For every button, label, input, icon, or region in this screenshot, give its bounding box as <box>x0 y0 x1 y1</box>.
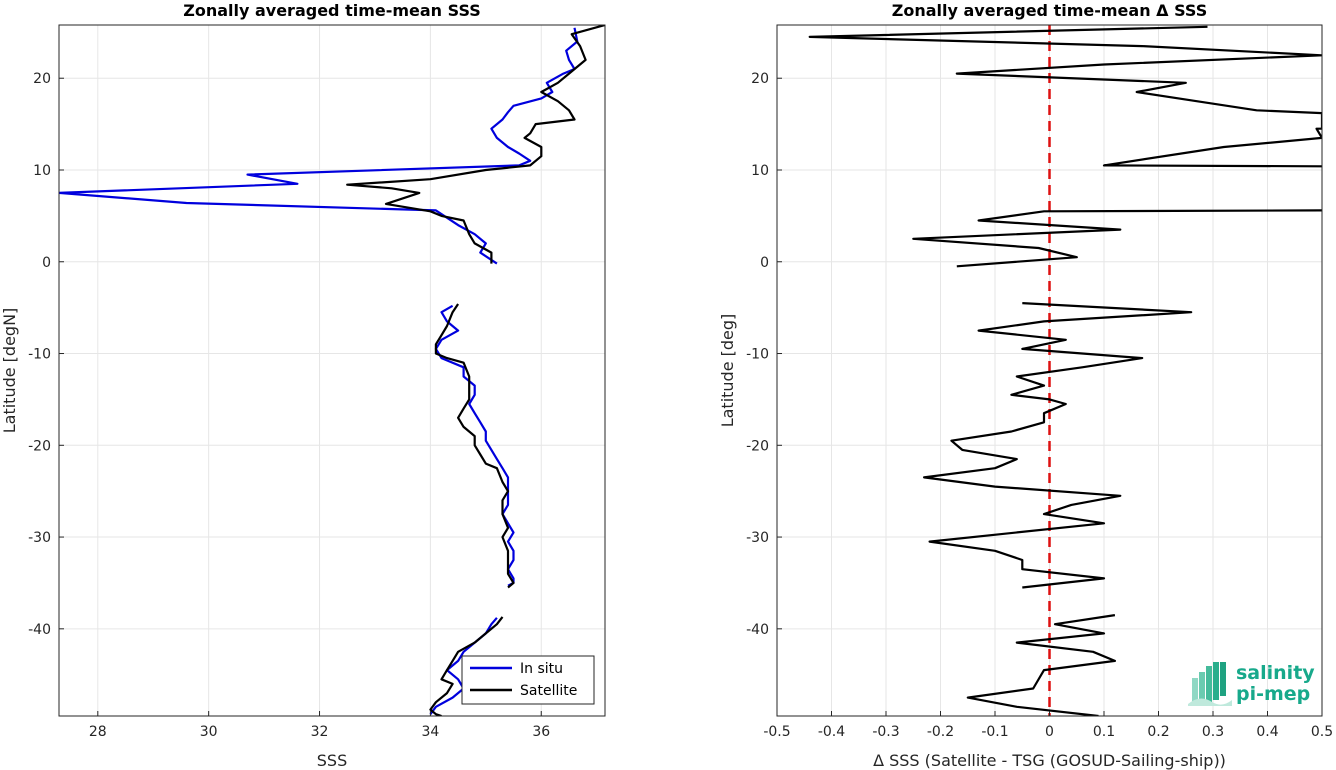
y-tick-label: 20 <box>33 71 51 87</box>
x-tick-label: -0.3 <box>872 724 899 740</box>
chart-sss: 28 30 32 34 36 -40 -30 -20 -10 0 10 20 Zonally aver… <box>0 1 606 770</box>
x-tick-label: 34 <box>421 724 439 740</box>
legend-label-satellite: Satellite <box>520 683 577 699</box>
axes-frame-sss <box>58 24 606 717</box>
series-line-in-situ-segment-2 <box>434 304 515 587</box>
x-tick-label: -0.5 <box>763 724 790 740</box>
series-layer-sss <box>59 25 605 716</box>
grid-sss <box>59 25 605 716</box>
chart-delta-sss: -0.5 -0.4 -0.3 -0.2 -0.1 0 0.1 0.2 0.3 0.4 0.5 -40 -… <box>718 1 1333 770</box>
x-tick-label: 32 <box>311 724 329 740</box>
ticks-delta-sss: -0.5 -0.4 -0.3 -0.2 -0.1 0 0.1 0.2 0.3 0.4 0.5 -40 -… <box>746 71 1333 740</box>
chart-title-sss: Zonally averaged time-mean SSS <box>183 1 481 20</box>
y-tick-label: -10 <box>28 347 51 363</box>
x-tick-label: 0 <box>1045 724 1054 740</box>
x-tick-label: -0.4 <box>818 724 845 740</box>
x-tick-label: 30 <box>200 724 218 740</box>
x-tick-label: 28 <box>89 724 107 740</box>
ticks-sss: 28 30 32 34 36 -40 -30 -20 -10 0 10 20 <box>28 71 550 740</box>
y-tick-label: -30 <box>746 530 769 546</box>
series-line-satellite-segment-3 <box>429 616 504 716</box>
logo-text-line1: salinity <box>1236 662 1315 684</box>
series-line-in-situ-segment-1 <box>59 27 579 265</box>
x-tick-label: -0.1 <box>981 724 1008 740</box>
x-tick-label: 0.1 <box>1093 724 1115 740</box>
y-tick-label: 10 <box>33 163 51 179</box>
series-line-delta-segment-4 <box>966 614 1117 716</box>
x-tick-label: -0.2 <box>927 724 954 740</box>
legend-box <box>461 655 595 705</box>
x-axis-label-delta-sss: Δ SSS (Satellite - TSG (GOSUD-Sailing-sh… <box>873 751 1226 770</box>
x-tick-label: 0.3 <box>1202 724 1224 740</box>
series-line-delta-segment-1 <box>808 25 1322 168</box>
chart-title-delta-sss: Zonally averaged time-mean Δ SSS <box>892 1 1208 20</box>
legend-label-in-situ: In situ <box>520 661 563 677</box>
logo-text-line2: pi-mep <box>1236 683 1310 705</box>
series-line-satellite-segment-1 <box>346 25 605 264</box>
y-tick-label: -30 <box>28 530 51 546</box>
y-axis-label-sss: Latitude [degN] <box>0 308 19 434</box>
salinity-pi-mep-logo: salinity pi-mep <box>1188 662 1315 706</box>
y-tick-label: -20 <box>28 438 51 454</box>
grid-delta-sss <box>776 25 1323 716</box>
series-layer-delta-sss <box>808 25 1322 716</box>
y-tick-label: 20 <box>751 71 769 87</box>
y-axis-label-delta-sss: Latitude [deg] <box>718 314 737 428</box>
y-tick-label: 0 <box>42 255 51 271</box>
y-tick-label: 0 <box>760 255 769 271</box>
series-line-delta-segment-3 <box>922 302 1193 589</box>
x-tick-label: 0.4 <box>1256 724 1278 740</box>
x-tick-label: 0.2 <box>1147 724 1169 740</box>
x-tick-label: 0.5 <box>1311 724 1333 740</box>
y-tick-label: -40 <box>28 622 51 638</box>
series-line-satellite-segment-2 <box>434 303 515 589</box>
y-tick-label: -40 <box>746 622 769 638</box>
y-tick-label: -20 <box>746 438 769 454</box>
wave-bars-icon <box>1188 662 1232 706</box>
y-tick-label: 10 <box>751 163 769 179</box>
y-tick-label: -10 <box>746 347 769 363</box>
x-axis-label-sss: SSS <box>317 751 347 770</box>
legend: In situ Satellite <box>461 655 595 705</box>
series-line-delta-segment-2 <box>912 209 1322 268</box>
x-tick-label: 36 <box>532 724 550 740</box>
